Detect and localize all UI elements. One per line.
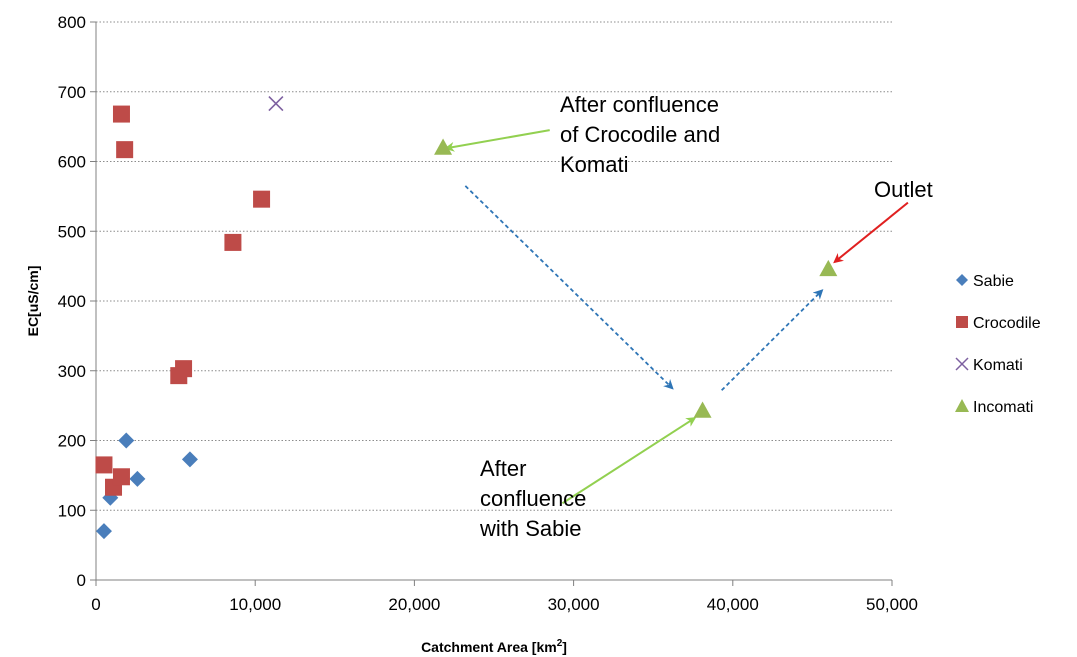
axes: 0 100 200 300 400 500 600 700 800 0 10,000 20,000 30… xyxy=(58,13,918,614)
y-axis-title: EC[uS/cm] xyxy=(25,266,41,337)
legend: Sabie Crocodile Komati Incomati xyxy=(955,273,1041,416)
trend-arrows xyxy=(464,185,824,391)
data-point-sabie xyxy=(95,523,112,540)
data-point-crocodile xyxy=(175,360,193,378)
y-tick-label: 300 xyxy=(58,362,86,381)
data-point-incomati xyxy=(693,401,712,418)
annotation-text: Outlet xyxy=(874,177,933,202)
y-tick-label: 800 xyxy=(58,13,86,32)
x-tick-label: 50,000 xyxy=(866,595,918,614)
data-points xyxy=(95,96,838,540)
legend-marker xyxy=(956,316,968,328)
annotation-arrow xyxy=(444,129,550,152)
x-tick-label: 10,000 xyxy=(229,595,281,614)
data-point-incomati xyxy=(819,259,838,277)
y-tick-label: 600 xyxy=(58,153,86,172)
x-marker-stroke xyxy=(268,96,284,112)
annotation-arrow xyxy=(833,201,909,264)
y-tick-label: 700 xyxy=(58,83,86,102)
data-point-crocodile xyxy=(95,456,113,474)
data-point-crocodile xyxy=(112,105,130,123)
legend-item-incomati: Incomati xyxy=(955,399,1033,416)
annotation-arrow xyxy=(561,417,697,505)
legend-label: Sabie xyxy=(973,273,1014,290)
y-tick-label: 400 xyxy=(58,292,86,311)
y-tick-label: 0 xyxy=(77,571,86,590)
annotation-text: After confluence xyxy=(560,92,719,117)
annotation-text: confluence xyxy=(480,486,586,511)
legend-marker-stroke xyxy=(955,357,969,371)
data-point-sabie xyxy=(129,470,146,487)
data-point-komati xyxy=(268,96,284,112)
annotations: After confluence of Crocodile and Komati Af… xyxy=(444,92,933,541)
x-tick-label: 20,000 xyxy=(388,595,440,614)
gridlines xyxy=(96,21,892,511)
data-point-crocodile xyxy=(224,233,242,251)
data-point-crocodile xyxy=(112,468,130,486)
data-point-crocodile xyxy=(116,141,134,159)
annotation-text: After xyxy=(480,456,526,481)
y-tick-label: 100 xyxy=(58,501,86,520)
legend-marker xyxy=(956,274,968,286)
y-tick-label: 200 xyxy=(58,432,86,451)
legend-label: Komati xyxy=(973,357,1023,374)
data-point-incomati xyxy=(434,138,453,155)
x-axis-title: Catchment Area [km2] xyxy=(421,638,567,655)
legend-marker xyxy=(955,357,969,371)
legend-item-sabie: Sabie xyxy=(956,273,1014,290)
y-tick-label: 500 xyxy=(58,222,86,241)
legend-marker xyxy=(955,399,969,412)
legend-item-komati: Komati xyxy=(955,357,1023,374)
data-point-sabie xyxy=(118,432,135,449)
x-tick-label: 0 xyxy=(91,595,100,614)
trend-arrow xyxy=(464,185,674,390)
x-tick-label: 40,000 xyxy=(707,595,759,614)
legend-label: Crocodile xyxy=(973,315,1041,332)
data-point-sabie xyxy=(181,451,198,468)
annotation-text: with Sabie xyxy=(479,516,582,541)
x-tick-label: 30,000 xyxy=(548,595,600,614)
legend-label: Incomati xyxy=(973,399,1033,416)
trend-arrow xyxy=(721,289,824,391)
data-point-crocodile xyxy=(253,190,271,208)
annotation-text: Komati xyxy=(560,152,628,177)
annotation-text: of Crocodile and xyxy=(560,122,720,147)
legend-item-crocodile: Crocodile xyxy=(956,315,1041,332)
